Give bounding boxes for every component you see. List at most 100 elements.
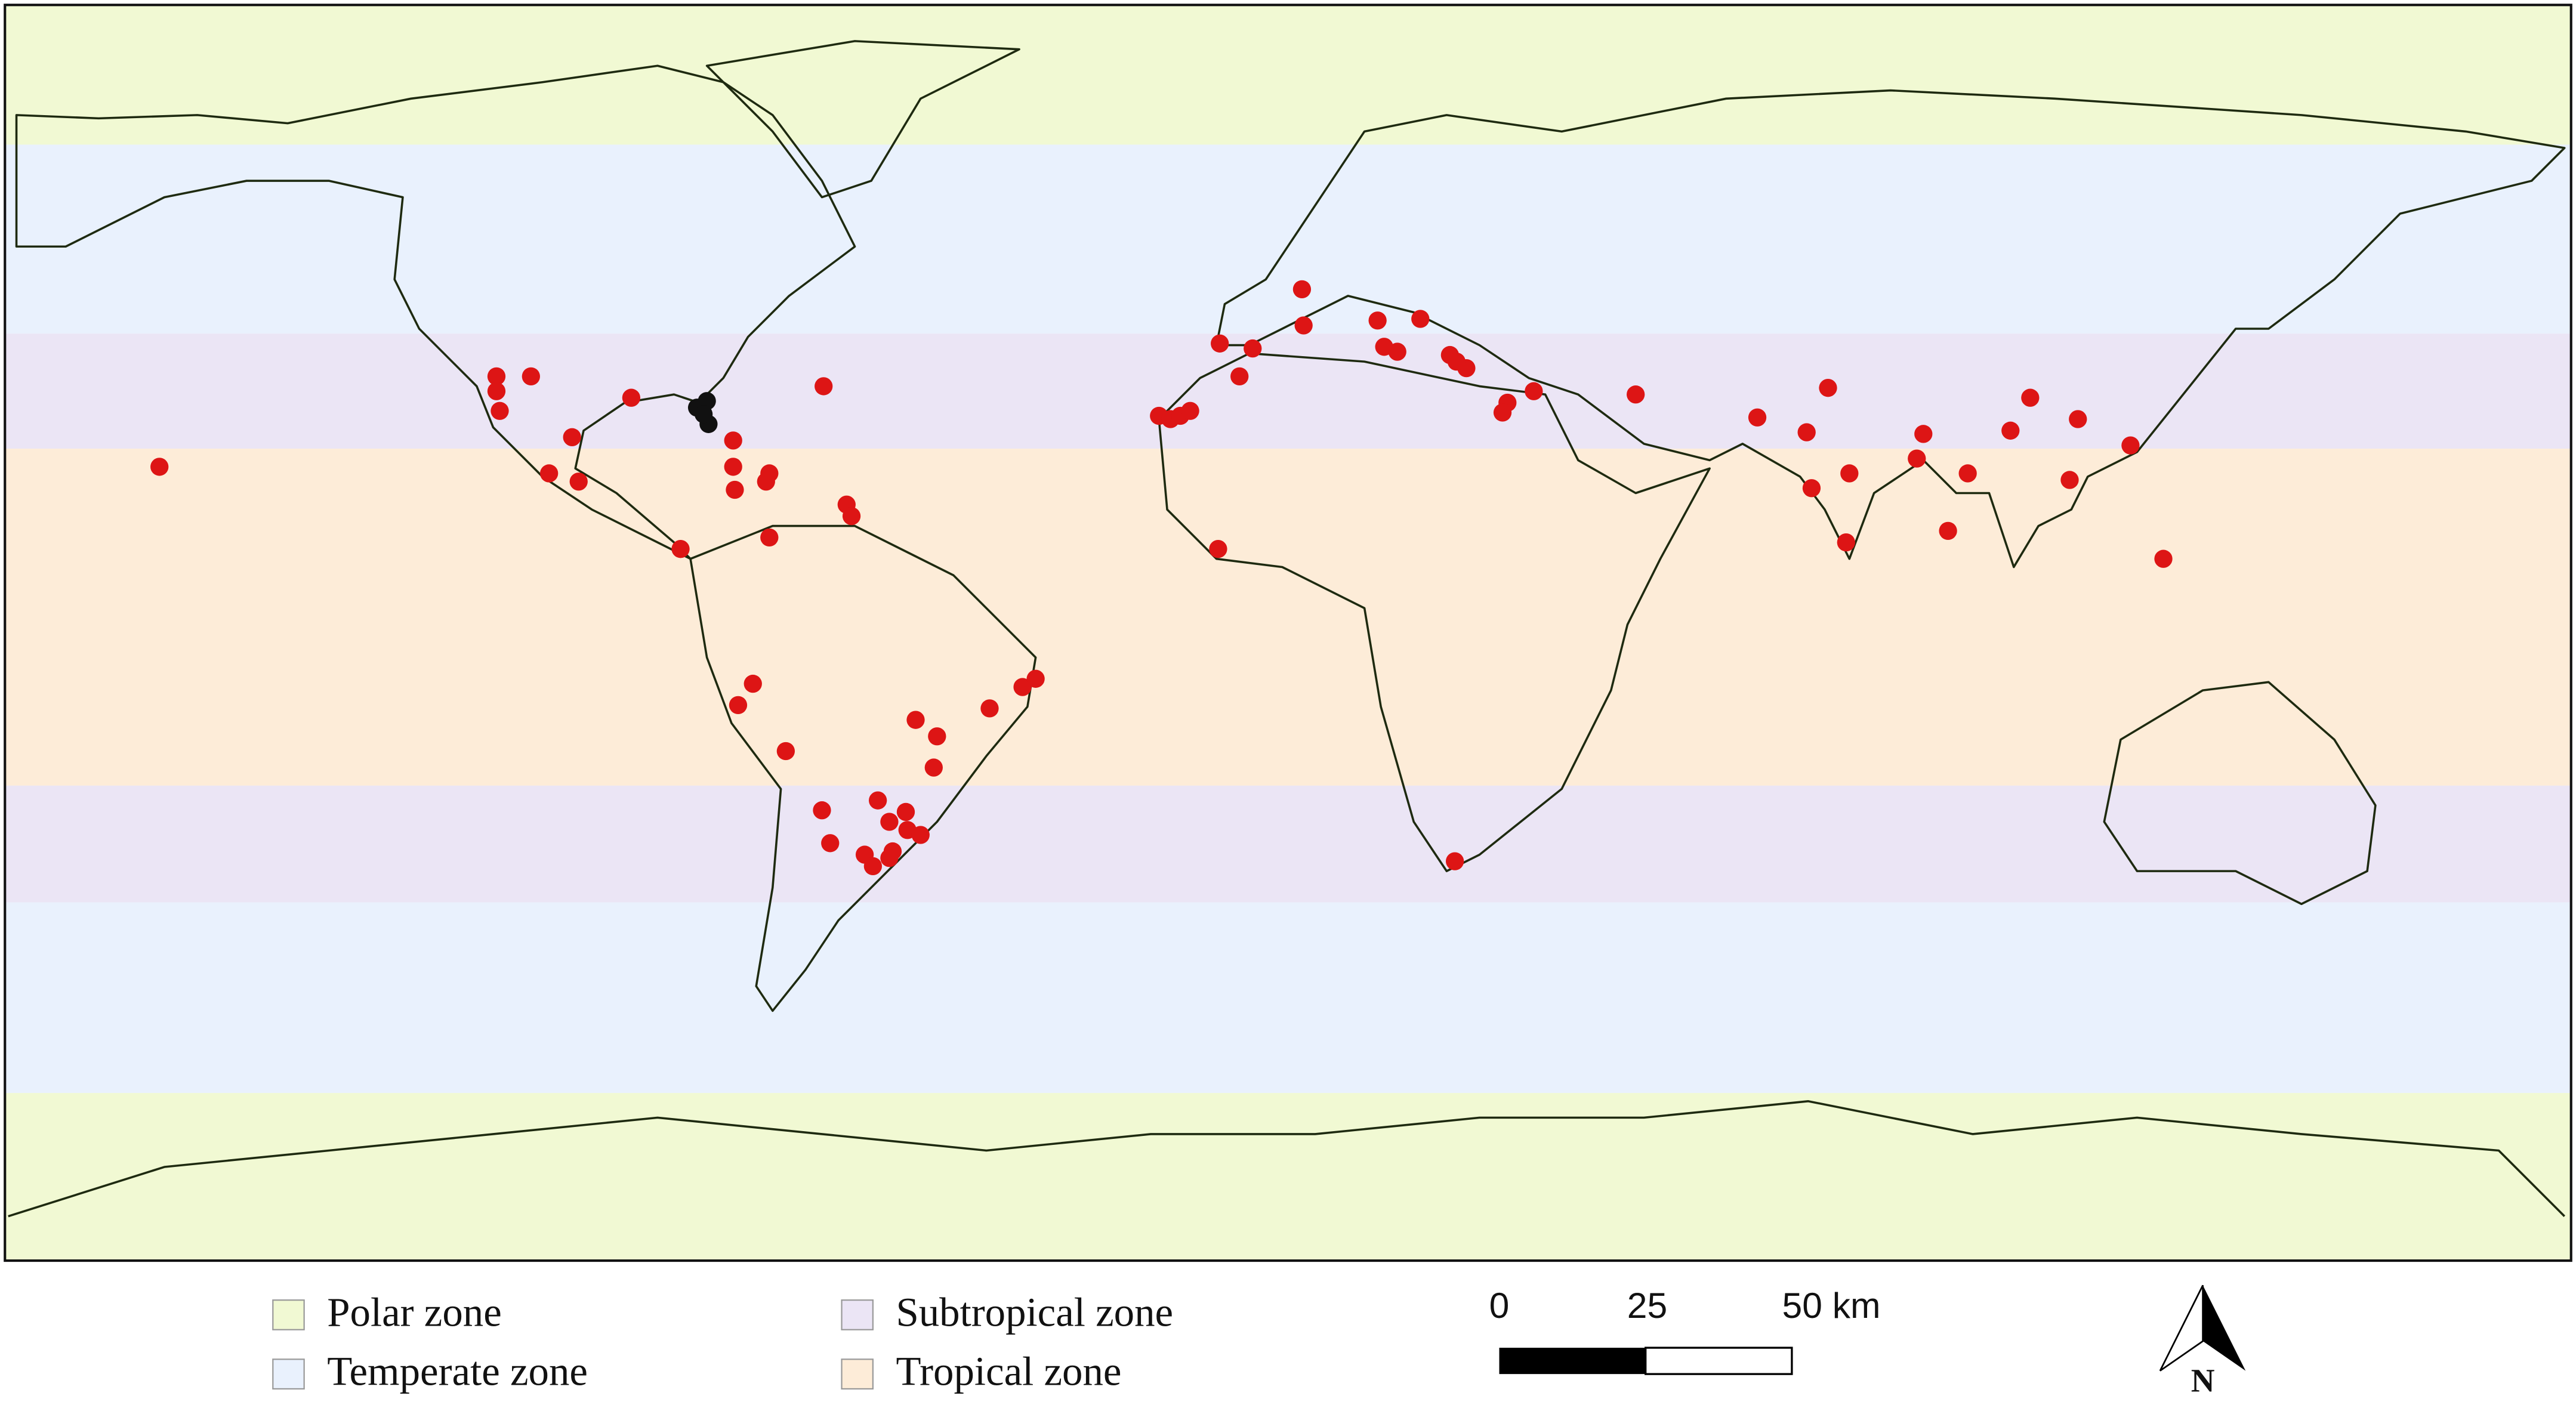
map-frame [4,4,2572,1262]
site-red [490,402,509,420]
site-red [671,540,690,558]
site-red [896,802,915,822]
climate-band [5,1093,2571,1261]
site-red [729,696,748,715]
site-red [1840,464,1859,483]
site-red [911,826,930,844]
legend-swatch [272,1358,305,1390]
legend-label: Tropical zone [896,1349,1121,1394]
site-red [1819,379,1837,397]
site-red [880,848,899,867]
site-red [1958,464,1977,483]
site-red [1368,311,1387,330]
scale-segment [1499,1348,1646,1375]
site-red [1388,342,1406,361]
site-red [2060,471,2079,489]
eurasia [1215,89,2566,569]
site-red [1914,425,1933,443]
north-arrow: N [2159,1284,2246,1398]
site-red [539,464,559,483]
site-red [1211,334,1229,353]
site-red [724,431,742,450]
site-red [744,674,762,693]
site-red [863,857,883,876]
site-red [880,813,899,831]
climate-bands [5,5,2571,1261]
antarctica [8,1100,2565,1218]
legend: Polar zone Temperate zone Subtropical zone… [272,1290,1173,1394]
site-red [842,507,861,526]
climate-band [5,449,2571,786]
site-red [757,473,775,491]
site-red [1013,678,1032,696]
site-red [563,428,581,446]
site-red [1445,852,1464,870]
sites [150,280,2173,876]
site-red [150,458,169,476]
scale-label: 0 [1489,1285,1510,1326]
site-red [487,382,506,400]
greenland [705,40,1020,199]
site-red [487,367,506,386]
north-america [15,64,856,560]
scale-segment [1645,1347,1793,1375]
legend-swatch [272,1299,305,1330]
landmasses [8,40,2566,1218]
site-red [724,458,742,476]
climate-band [5,902,2571,1094]
site-red [776,742,795,761]
site-red [2154,549,2173,568]
site-red [1493,403,1512,422]
site-red [980,699,999,718]
site-red [868,791,887,810]
site-red [813,801,831,820]
site-red [1244,339,1262,358]
climate-band [5,785,2571,903]
site-red [1908,449,1926,468]
site-red [1447,352,1466,371]
site-red [1292,280,1312,299]
scale-label: 25 [1627,1285,1667,1326]
site-red [815,377,833,396]
site-red [924,758,943,777]
site-red [522,367,540,386]
site-red [1525,382,1543,400]
site-red [1411,310,1430,328]
site-red [1802,479,1821,498]
site-red [1181,402,1199,420]
climate-band [5,333,2571,449]
legend-swatch [841,1299,874,1330]
site-red [1627,385,1645,404]
site-red [1939,521,1957,541]
site-red [726,480,744,499]
legend-swatch [841,1358,874,1390]
south-america [689,524,1037,1012]
legend-label: Subtropical zone [896,1290,1173,1335]
site-red [2121,436,2140,455]
site-red [1748,408,1767,427]
site-black [694,405,713,424]
site-red [1026,669,1045,688]
site-red [1230,367,1249,386]
scale-bar: 0 25 50 km [1489,1285,1881,1375]
africa [1158,352,1711,872]
climate-band [5,5,2571,145]
legend-label: Polar zone [327,1290,502,1335]
site-red [2021,388,2040,407]
site-red [906,711,925,729]
site-red [622,388,641,407]
scale-label: 50 km [1782,1285,1881,1326]
australia [2103,681,2377,906]
arrow-left [2159,1284,2204,1372]
arrow-right [2202,1285,2246,1371]
north-label: N [2191,1362,2215,1398]
site-red [1797,423,1816,441]
site-red [1294,316,1313,335]
site-red [928,727,946,746]
site-red [821,834,840,853]
site-red [1209,540,1227,558]
site-red [2069,410,2087,428]
legend-label: Temperate zone [327,1349,588,1394]
climate-band [5,144,2571,334]
